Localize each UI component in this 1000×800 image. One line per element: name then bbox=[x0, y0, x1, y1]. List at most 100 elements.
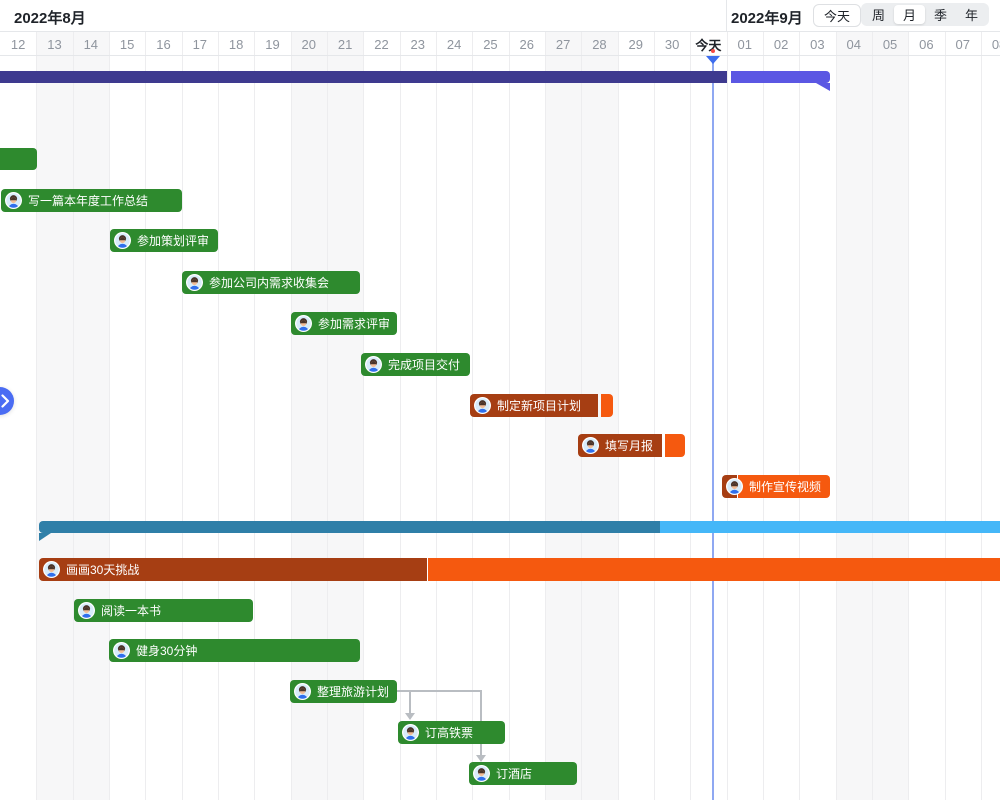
view-option-季[interactable]: 季 bbox=[933, 8, 947, 23]
task-bar-annual-summary[interactable]: 写一篇本年度工作总结 bbox=[1, 189, 182, 212]
grid-line bbox=[690, 32, 691, 800]
task-label: 阅读一本书 bbox=[78, 599, 161, 622]
grid-line bbox=[291, 32, 292, 800]
task-bar-planning-review[interactable]: 参加策划评审 bbox=[110, 229, 218, 252]
dependency-arrow-icon bbox=[476, 755, 486, 762]
axis-day-03: 03 bbox=[810, 36, 825, 52]
summary-bar-project[interactable] bbox=[0, 71, 830, 83]
weekend-column bbox=[835, 32, 872, 800]
bar-segment bbox=[0, 148, 37, 170]
grid-line bbox=[182, 32, 183, 800]
assignee-avatar bbox=[294, 683, 311, 700]
view-option-周[interactable]: 周 bbox=[871, 8, 885, 23]
task-bar-train-ticket[interactable]: 订高铁票 bbox=[398, 721, 505, 744]
weekend-column bbox=[72, 32, 109, 800]
task-bar-travel-plan[interactable]: 整理旅游计划 bbox=[290, 680, 397, 703]
task-label: 填写月报 bbox=[582, 434, 653, 457]
assignee-avatar bbox=[474, 397, 491, 414]
task-bar-drawing-challenge[interactable]: 画画30天挑战 bbox=[39, 558, 1000, 581]
axis-day-08: 08 bbox=[991, 36, 1000, 52]
axis-day-21: 21 bbox=[337, 36, 353, 52]
task-label-text: 阅读一本书 bbox=[101, 604, 162, 618]
task-label-text: 完成项目交付 bbox=[388, 358, 461, 372]
bar-segment bbox=[39, 521, 660, 533]
axis-day-14: 14 bbox=[83, 36, 99, 52]
task-bar-clipped[interactable] bbox=[0, 148, 37, 170]
axis-day-06: 06 bbox=[919, 36, 934, 52]
axis-day-01: 01 bbox=[737, 36, 752, 52]
assignee-avatar bbox=[78, 602, 95, 619]
chevron-right-icon bbox=[1, 394, 10, 408]
bar-segment bbox=[469, 762, 577, 785]
axis-day-18: 18 bbox=[228, 36, 244, 52]
bar-segment bbox=[660, 521, 1000, 533]
weekend-column bbox=[326, 32, 364, 800]
task-label: 画画30天挑战 bbox=[43, 558, 139, 581]
task-bar-new-project-plan[interactable]: 制定新项目计划 bbox=[470, 394, 613, 417]
grid-line bbox=[836, 32, 837, 800]
today-button[interactable]: 今天 bbox=[813, 4, 862, 27]
bar-segment bbox=[428, 558, 1000, 581]
task-label-text: 填写月报 bbox=[605, 439, 654, 453]
assignee-avatar bbox=[582, 437, 599, 454]
today-marker-icon bbox=[706, 56, 720, 64]
grid-line bbox=[981, 32, 982, 800]
task-label-text: 订高铁票 bbox=[425, 726, 474, 740]
axis-day-16: 16 bbox=[156, 36, 171, 52]
grid-line bbox=[109, 32, 110, 800]
task-bar-requirements-meeting[interactable]: 参加公司内需求收集会 bbox=[182, 271, 360, 294]
task-label: 订高铁票 bbox=[402, 721, 473, 744]
grid-line bbox=[400, 32, 401, 800]
summary-notch bbox=[39, 533, 51, 541]
assignee-avatar bbox=[43, 561, 60, 578]
axis-day-04: 04 bbox=[846, 36, 861, 52]
task-bar-read-book[interactable]: 阅读一本书 bbox=[74, 599, 253, 622]
grid-line bbox=[908, 32, 909, 800]
task-bar-requirements-review[interactable]: 参加需求评审 bbox=[291, 312, 397, 335]
grid-line bbox=[872, 32, 873, 800]
month-header: 2022年8月 2022年9月 今天 周月季 年 bbox=[0, 0, 1000, 32]
expand-panel-button[interactable] bbox=[0, 387, 14, 415]
task-bar-monthly-report[interactable]: 填写月报 bbox=[578, 434, 685, 457]
task-label-text: 参加策划评审 bbox=[137, 234, 210, 248]
task-label: 参加公司内需求收集会 bbox=[186, 271, 329, 294]
bar-segment bbox=[470, 394, 598, 417]
grid-line bbox=[618, 32, 619, 800]
assignee-avatar bbox=[295, 315, 312, 332]
task-bar-project-delivery[interactable]: 完成项目交付 bbox=[361, 353, 470, 376]
bar-segment bbox=[665, 434, 685, 457]
grid-line bbox=[727, 32, 728, 800]
grid-line bbox=[254, 32, 255, 800]
bar-segment bbox=[398, 721, 505, 744]
axis-day-07: 07 bbox=[955, 36, 970, 52]
axis-day-23: 23 bbox=[410, 36, 426, 52]
task-label: 整理旅游计划 bbox=[294, 680, 389, 703]
bar-segment bbox=[578, 434, 662, 457]
grid-line bbox=[36, 32, 37, 800]
task-label-text: 制作宣传视频 bbox=[749, 480, 822, 494]
bar-segment bbox=[74, 599, 253, 622]
dependency-line bbox=[397, 690, 482, 692]
summary-bar-personal[interactable] bbox=[39, 521, 1000, 533]
bar-segment bbox=[109, 639, 360, 662]
dependency-arrow-icon bbox=[405, 713, 415, 720]
task-label-text: 参加需求评审 bbox=[318, 317, 391, 331]
grid-line bbox=[763, 32, 764, 800]
task-label: 制作宣传视频 bbox=[726, 475, 821, 498]
bar-segment bbox=[110, 229, 218, 252]
task-bar-hotel[interactable]: 订酒店 bbox=[469, 762, 577, 785]
task-label-text: 整理旅游计划 bbox=[317, 685, 390, 699]
grid-line bbox=[436, 32, 437, 800]
axis-day-29: 29 bbox=[628, 36, 643, 52]
grid-line bbox=[799, 32, 800, 800]
summary-notch bbox=[816, 83, 830, 91]
task-label: 订酒店 bbox=[473, 762, 532, 785]
bar-segment bbox=[738, 475, 830, 498]
view-option-月[interactable]: 月 bbox=[894, 5, 925, 24]
task-bar-workout[interactable]: 健身30分钟 bbox=[109, 639, 360, 662]
task-bar-promo-video[interactable]: 制作宣传视频 bbox=[722, 475, 830, 498]
view-option-年[interactable]: 年 bbox=[964, 8, 978, 23]
view-switcher: 周月季 年 bbox=[861, 3, 989, 26]
bar-segment bbox=[291, 312, 397, 335]
